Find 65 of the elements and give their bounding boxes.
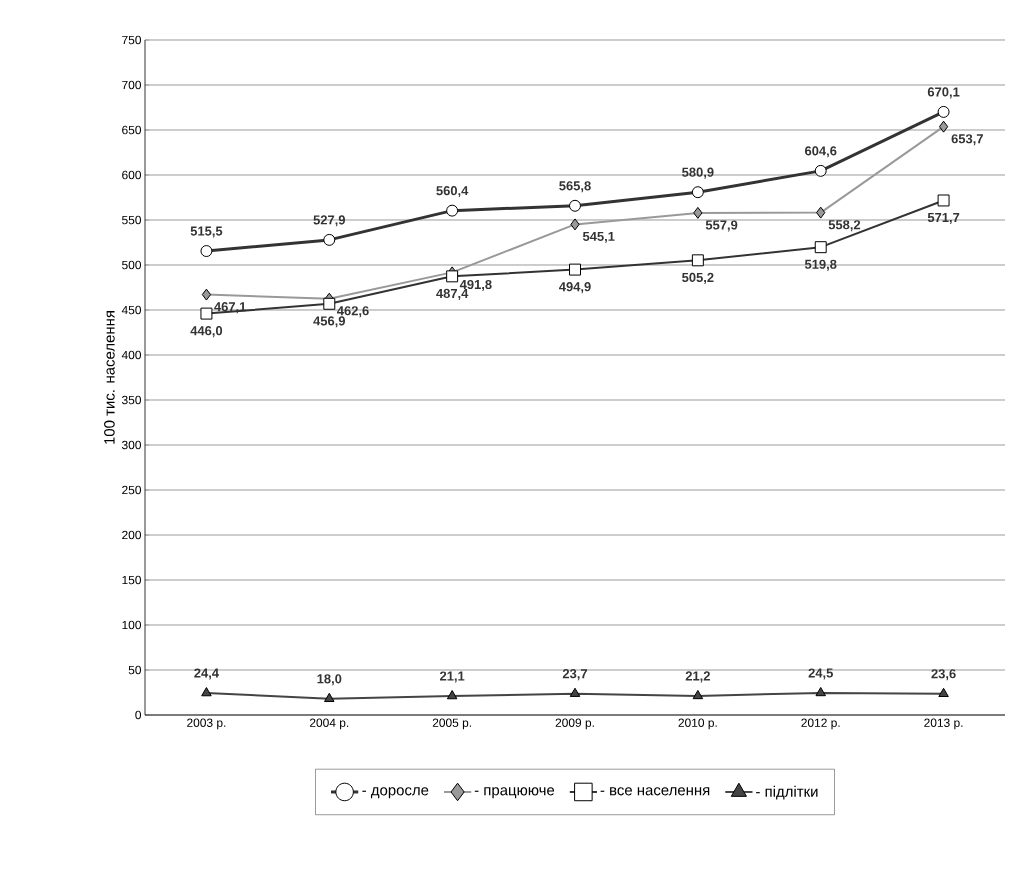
data-label: 23,6 <box>931 669 956 681</box>
data-label: 456,9 <box>313 316 346 328</box>
x-tick-label: 2009 р. <box>555 718 594 730</box>
y-tick-label: 100 <box>122 620 142 630</box>
data-label: 565,8 <box>559 181 591 193</box>
data-label: 24,5 <box>808 668 833 680</box>
y-tick-label: 150 <box>122 575 142 585</box>
data-label: 560,4 <box>436 186 469 198</box>
data-label: 24,4 <box>194 668 219 680</box>
y-tick-label: 400 <box>121 350 142 360</box>
y-tick-label: 550 <box>122 215 142 225</box>
point <box>938 120 949 133</box>
data-label: 527,9 <box>313 215 346 227</box>
legend-label: - підлітки <box>756 785 818 800</box>
data-label: 653,7 <box>951 134 983 146</box>
data-label: 462,6 <box>337 306 369 318</box>
point <box>816 206 826 219</box>
y-tick-label: 50 <box>128 665 142 675</box>
data-label: 18,0 <box>317 674 342 686</box>
x-tick-label: 2005 р. <box>432 718 471 730</box>
data-label: 558,2 <box>828 220 861 232</box>
x-tick-label: 2013 р. <box>924 718 963 730</box>
point <box>692 689 704 700</box>
y-tick-label: 350 <box>121 395 142 405</box>
y-tick-label: 650 <box>122 125 142 135</box>
y-axis-title: 100 тис. населення <box>104 311 115 444</box>
y-tick-label: 600 <box>122 170 142 180</box>
point <box>446 690 458 700</box>
y-tick-label: 250 <box>122 485 142 495</box>
point <box>201 687 212 697</box>
data-label: 21,2 <box>685 671 710 683</box>
data-label: 604,6 <box>804 146 837 158</box>
legend-label: - доросле <box>362 787 429 799</box>
point <box>569 687 581 697</box>
point <box>324 692 335 703</box>
point <box>201 288 212 301</box>
data-label: 21,1 <box>440 671 465 683</box>
y-tick-label: 0 <box>135 710 142 720</box>
y-tick-label: 450 <box>121 305 142 315</box>
y-tick-label: 500 <box>122 260 142 270</box>
y-tick-label: 700 <box>122 80 142 90</box>
point <box>693 206 703 219</box>
data-label: 545,1 <box>582 231 615 243</box>
data-label: 23,7 <box>562 669 588 681</box>
x-tick-label: 2012 р. <box>801 718 840 730</box>
x-tick-label: 2010 р. <box>678 718 717 730</box>
point <box>938 687 949 697</box>
point <box>570 218 580 231</box>
y-tick-label: 200 <box>122 530 142 540</box>
data-label: 505,2 <box>682 272 714 284</box>
data-label: 557,9 <box>705 220 738 232</box>
data-label: 519,8 <box>804 259 837 271</box>
x-tick-label: 2003 р. <box>187 718 226 730</box>
data-label: 571,7 <box>927 212 960 224</box>
data-label: 515,5 <box>190 226 223 238</box>
point <box>815 686 826 697</box>
data-label: 446,0 <box>190 326 223 338</box>
x-tick-label: 2004 р. <box>309 718 349 730</box>
y-tick-label: 300 <box>121 440 142 450</box>
legend-label: - працююче <box>474 787 555 799</box>
legend-label: - все населення <box>600 787 710 796</box>
data-label: 670,1 <box>927 87 960 99</box>
data-label: 494,9 <box>559 282 591 294</box>
data-label: 580,9 <box>682 167 714 179</box>
y-tick-label: 750 <box>122 35 142 45</box>
